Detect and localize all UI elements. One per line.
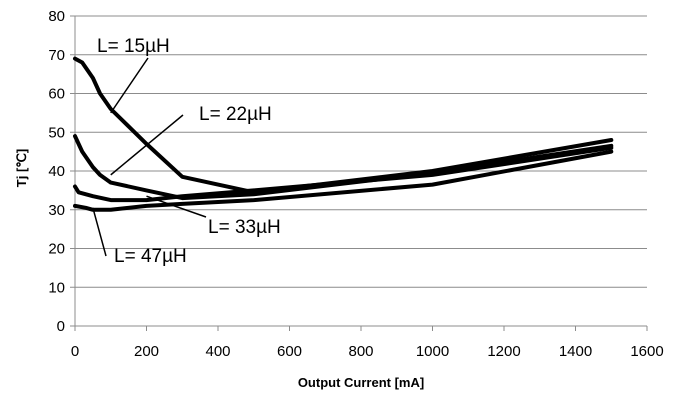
x-axis-title: Output Current [mA] [298, 375, 424, 390]
y-tick-label: 20 [48, 241, 65, 258]
annotations: L= 15µH L= 22µH L= 33µH L= 47µH [92, 36, 281, 267]
x-tick-label: 800 [348, 343, 373, 360]
y-tick-label: 0 [57, 318, 65, 335]
x-tick-label: 400 [205, 343, 230, 360]
annotation-leader [110, 114, 184, 176]
x-tick-label: 1000 [416, 343, 449, 360]
annotation-leader [92, 207, 107, 257]
x-tick-label: 200 [134, 343, 159, 360]
x-tick-label: 1400 [559, 343, 592, 360]
annotation-leader [146, 195, 207, 218]
y-axis-title: Tj [℃] [14, 149, 29, 187]
y-tick-label: 80 [48, 8, 65, 25]
y-axis: 0 10 20 30 40 50 60 70 80 [48, 8, 76, 335]
y-tick-label: 10 [48, 279, 65, 296]
annotation-label: L= 33µH [208, 217, 281, 238]
y-tick-label: 60 [48, 86, 65, 103]
annotation-label: L= 15µH [97, 36, 170, 57]
x-tick-label: 0 [71, 343, 79, 360]
x-tick-label: 600 [277, 343, 302, 360]
series-line [73, 56, 614, 195]
annotation-label: L= 22µH [199, 104, 272, 125]
y-tick-label: 30 [48, 202, 65, 219]
series-lines [73, 56, 614, 212]
annotation-label: L= 47µH [114, 246, 187, 267]
y-tick-label: 70 [48, 47, 65, 64]
x-tick-label: 1600 [630, 343, 663, 360]
x-axis: 0 200 400 600 800 1000 1200 1400 1600 [71, 325, 664, 360]
gridlines [75, 15, 647, 288]
series-line [73, 149, 614, 212]
x-tick-label: 1200 [487, 343, 520, 360]
annotation-leader [110, 57, 149, 114]
y-tick-label: 50 [48, 124, 65, 141]
y-tick-label: 40 [48, 163, 65, 180]
series-line [73, 145, 614, 203]
